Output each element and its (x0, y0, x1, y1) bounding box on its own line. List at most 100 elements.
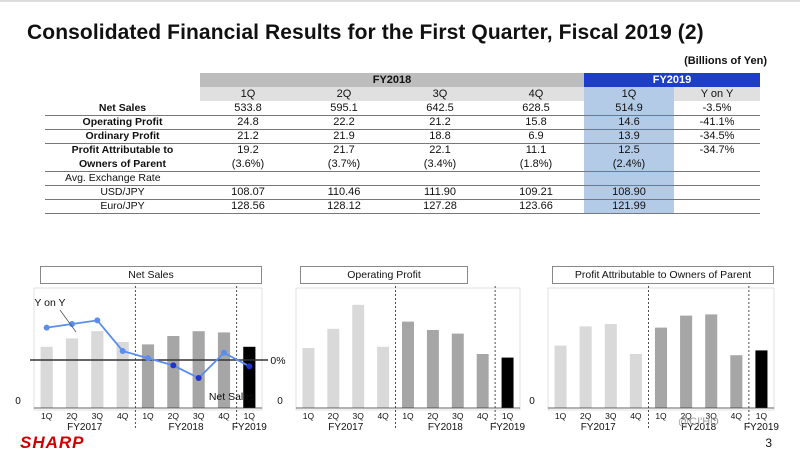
tick-label: 3Q (353, 411, 365, 421)
group-label: FY2019 (490, 422, 525, 433)
tick-label: 2Q (680, 411, 692, 421)
tick-label: 2Q (168, 411, 180, 421)
bar (302, 348, 315, 408)
bar (629, 354, 642, 408)
fx-row: Euro/JPY 128.56 128.12 127.28 123.66 121… (45, 199, 760, 214)
page-title: Consolidated Financial Results for the F… (27, 21, 704, 44)
quarter-header: 1Q (200, 87, 296, 101)
fy2018-header: FY2018 (200, 73, 584, 87)
tick-label: 1Q (41, 411, 53, 421)
zero-label: 0 (15, 396, 21, 407)
unit-label: (Billions of Yen) (684, 55, 767, 67)
profit-chart-title: Profit Attributable to Owners of Parent (552, 266, 774, 284)
watermark: @CI'HO (678, 416, 719, 428)
bar (141, 344, 155, 408)
bar (65, 338, 79, 408)
tick-label: 3Q (706, 411, 718, 421)
plot-frame (33, 287, 263, 411)
bar (680, 315, 693, 408)
yoy-point (221, 349, 227, 356)
bar (451, 333, 464, 408)
tick-label: 3Q (92, 411, 104, 421)
fx-header-row: Avg. Exchange Rate (45, 171, 760, 186)
yoy-point (43, 324, 50, 331)
fx-row: USD/JPY 108.07 110.46 111.90 109.21 108.… (45, 185, 760, 200)
tick-label: 1Q (244, 411, 256, 421)
fy2019-header: FY2019 (584, 73, 760, 87)
yoy-point (246, 363, 253, 370)
tick-label: 1Q (402, 411, 414, 421)
zero-pct-label: 0% (270, 355, 285, 367)
tick-label: 3Q (605, 411, 617, 421)
quarter-header: 2Q (296, 87, 392, 101)
bar (730, 355, 743, 408)
group-label: FY2018 (428, 422, 463, 433)
quarter-header: 3Q (392, 87, 488, 101)
group-label: FY2019 (744, 422, 779, 433)
bar (377, 346, 390, 408)
bar (579, 326, 592, 408)
group-label: FY2017 (67, 422, 102, 433)
profit-attributable-chart: 1Q 2Q 3Q 4Q 1Q 2Q 3Q 4Q 1Q FY2017 FY2018 FY2019 0 (529, 286, 779, 433)
bar (217, 332, 231, 408)
yoy-point (170, 362, 177, 369)
tick-label: 2Q (427, 411, 439, 421)
tick-label: 4Q (117, 411, 129, 421)
financial-table: FY2018 FY2019 1Q 2Q 3Q 4Q 1Q Y on Y Net … (45, 73, 760, 214)
table-header-fy: FY2018 FY2019 (45, 73, 760, 87)
tick-label: 4Q (477, 411, 489, 421)
bar (654, 327, 668, 408)
group-label: FY2017 (581, 422, 616, 433)
table-row: Ordinary Profit 21.2 21.9 18.8 6.9 13.9 … (45, 129, 760, 144)
group-label: FY2019 (232, 422, 267, 433)
group-label: FY2017 (328, 422, 363, 433)
tick-label: 1Q (502, 411, 514, 421)
current-quarter-header: 1Q (584, 87, 674, 101)
bar (501, 357, 514, 408)
bar (40, 346, 53, 408)
bar (116, 342, 129, 408)
table-row: Operating Profit 24.8 22.2 21.2 15.8 14.… (45, 115, 760, 130)
net-sales-inline-label: Net Sales (209, 391, 255, 403)
yoy-point (195, 375, 202, 381)
bar (705, 314, 718, 408)
bar (476, 354, 489, 408)
tick-label: 4Q (377, 411, 389, 421)
yoy-point (94, 317, 101, 324)
net-sales-chart-title: Net Sales (40, 266, 262, 284)
tick-label: 2Q (66, 411, 78, 421)
top-divider (0, 0, 800, 2)
zero-label: 0 (529, 396, 535, 407)
operating-profit-chart: 1Q 2Q 3Q 4Q 1Q 2Q 3Q 4Q 1Q FY2017 FY2018 FY2019 0 (277, 286, 526, 433)
plot-frame (547, 287, 775, 411)
plot-frame (295, 287, 521, 411)
tick-label: 1Q (756, 411, 768, 421)
charts-area: 1Q 2Q 3Q 4Q 1Q 2Q 3Q 4Q 1Q FY2017 FY2018 FY2019 Y on… (15, 286, 779, 433)
yoy-point (119, 348, 126, 354)
page-number: 3 (765, 436, 772, 450)
sharp-logo: SHARP (20, 433, 85, 452)
bar (91, 331, 104, 408)
yoy-point (145, 355, 151, 362)
zero-label: 0 (277, 396, 283, 407)
tick-label: 4Q (630, 411, 642, 421)
tick-label: 4Q (731, 411, 743, 421)
yoy-leader (59, 309, 77, 333)
bar (604, 324, 617, 408)
yoy-label: Y on Y (34, 297, 65, 309)
quarter-header: 4Q (488, 87, 584, 101)
bar (554, 345, 567, 408)
tick-label: 1Q (655, 411, 667, 421)
table-row: Net Sales 533.8 595.1 642.5 628.5 514.9 … (45, 101, 760, 116)
tick-label: 3Q (193, 411, 205, 421)
bar (243, 346, 256, 408)
tick-label: 1Q (142, 411, 154, 421)
bar (327, 328, 340, 408)
yoy-header: Y on Y (674, 87, 760, 101)
bar (755, 350, 768, 408)
bar (167, 336, 180, 408)
tick-label: 2Q (580, 411, 592, 421)
yoy-point (69, 321, 75, 327)
group-label: FY2018 (168, 422, 203, 433)
bar (402, 321, 414, 408)
